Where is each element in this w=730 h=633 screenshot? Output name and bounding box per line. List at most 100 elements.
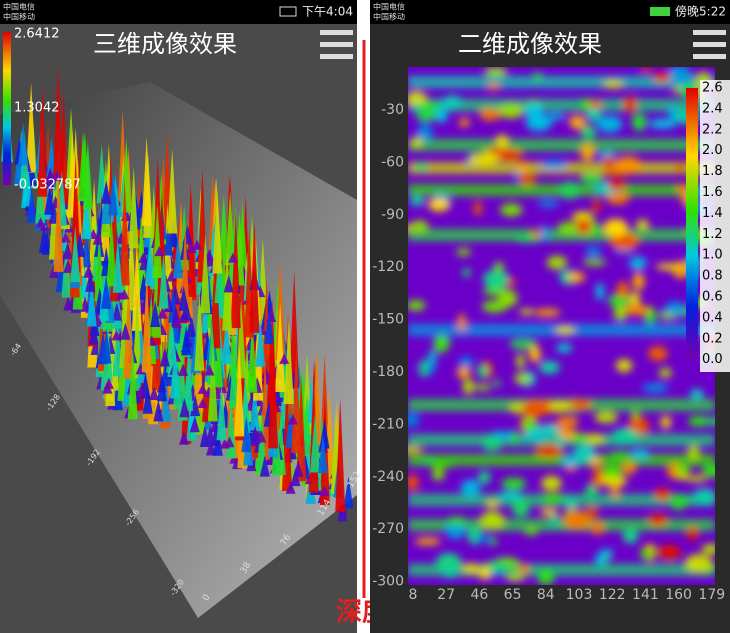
colorbar-label: 1.3042 [14,101,60,116]
blob [622,462,636,475]
peak [94,233,105,302]
blob [623,96,637,113]
blob [547,113,566,120]
peak [141,275,152,373]
blob [516,161,530,172]
peak [228,252,239,263]
blob [642,67,651,73]
peak [275,302,286,393]
menu-button[interactable] [320,30,353,59]
peak [120,322,131,340]
blob [519,173,536,185]
blob [556,343,573,353]
blob [411,136,423,148]
blob [524,103,544,119]
peak [158,252,169,309]
blob [592,199,601,213]
peak [85,270,96,292]
blob [600,475,628,487]
title: 三维成像效果 [93,30,237,58]
blob [532,424,561,436]
blob [524,527,538,536]
colorbar-bg [700,80,730,372]
blob [514,373,530,385]
blob [462,267,471,278]
blob [599,548,614,557]
blob [558,181,581,200]
peak [159,347,170,367]
peak [259,455,270,477]
blob [509,338,538,350]
blob [648,119,677,129]
blob [482,435,502,451]
blob [476,534,490,543]
peak [45,167,56,183]
x-tick-label: 160 [665,587,692,603]
peak [123,279,134,379]
blob [519,308,534,315]
peak [167,148,178,234]
peak [194,290,205,371]
blob [660,313,677,320]
peak [197,383,208,394]
peak [82,141,93,209]
x-tick-label: 65 [504,587,522,603]
blob [668,105,678,121]
blob [550,513,560,529]
blob [426,362,436,375]
peak [144,236,155,287]
y-tick-label: -120 [372,259,404,275]
peak [197,398,208,409]
blob [408,91,427,107]
blob [468,154,497,166]
blob [586,507,598,518]
peak [26,188,37,223]
blob [488,537,498,546]
peak [268,333,279,449]
blob [516,353,525,370]
blob [615,358,633,373]
blob [442,95,463,110]
blob [537,200,560,208]
peak [178,430,189,445]
band [408,139,715,151]
peak [212,189,223,274]
blob [596,115,623,133]
peak [319,418,330,449]
peak [181,325,192,356]
blob [684,554,713,572]
blob [639,548,655,559]
peak [58,90,69,205]
y-tick-label: -180 [372,364,404,380]
blob [632,272,645,290]
peak [317,434,328,474]
blob [446,522,466,539]
blob [608,451,633,459]
blob [484,67,508,77]
blob [410,220,429,232]
y-tick-label: -240 [372,469,404,485]
peak [335,398,346,512]
blob [648,346,668,361]
menu-button[interactable] [693,30,726,59]
carrier: 中国电信 [373,2,405,12]
blob [457,313,466,331]
heatmap [408,67,715,585]
blob [540,508,558,516]
peak [103,377,114,389]
colorbar-label: 1.8 [702,164,723,179]
clock: 下午4:04 [302,5,353,19]
peak [287,414,298,425]
blob [594,411,618,424]
blob [689,389,704,400]
colorbar-label: -0.032787 [14,178,81,193]
blob [428,198,450,212]
blob [607,294,631,307]
peak [170,345,181,399]
blob [486,500,499,509]
blob [613,156,642,174]
blob [408,446,424,453]
blob [519,564,529,575]
y-tick-label: -60 [381,154,404,170]
colorbar-label: 0.6 [702,290,723,305]
